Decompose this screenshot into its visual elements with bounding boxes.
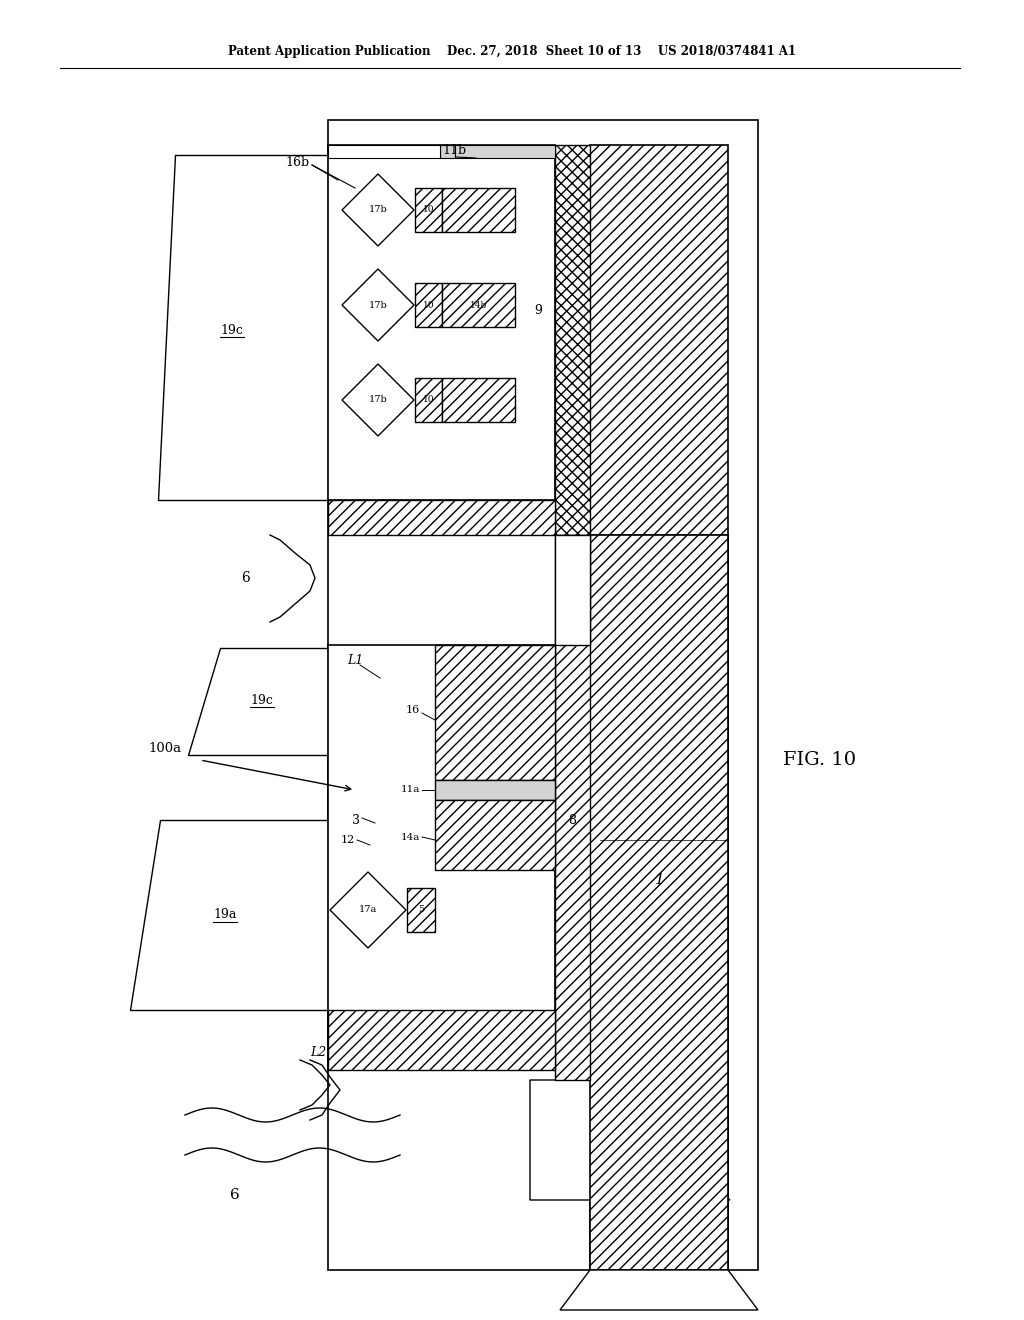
Text: 14b: 14b xyxy=(470,301,487,309)
Text: 16: 16 xyxy=(406,705,420,715)
Bar xyxy=(415,378,442,422)
Text: 17a: 17a xyxy=(358,906,377,915)
Text: 5: 5 xyxy=(418,906,424,915)
Text: 19c: 19c xyxy=(220,323,244,337)
Polygon shape xyxy=(555,535,590,645)
Bar xyxy=(415,282,442,327)
Polygon shape xyxy=(555,535,728,645)
Text: 1: 1 xyxy=(655,873,665,887)
Text: 10: 10 xyxy=(423,206,434,214)
Text: 16b: 16b xyxy=(286,156,310,169)
Polygon shape xyxy=(560,1270,758,1309)
Polygon shape xyxy=(130,820,328,1010)
Text: 8: 8 xyxy=(568,813,575,826)
Bar xyxy=(442,187,515,232)
Bar xyxy=(555,535,590,1080)
Bar xyxy=(435,780,555,800)
Text: 17b: 17b xyxy=(369,301,387,309)
Text: Patent Application Publication    Dec. 27, 2018  Sheet 10 of 13    US 2018/03748: Patent Application Publication Dec. 27, … xyxy=(228,45,796,58)
Text: 19c: 19c xyxy=(251,693,273,706)
Polygon shape xyxy=(330,873,406,948)
Polygon shape xyxy=(342,269,414,341)
Bar xyxy=(328,645,555,1071)
Bar xyxy=(590,535,728,1270)
Bar xyxy=(440,145,555,158)
Text: 6: 6 xyxy=(241,572,250,585)
Text: 11a: 11a xyxy=(400,785,420,795)
Bar xyxy=(442,282,515,327)
Text: 9: 9 xyxy=(535,304,542,317)
Polygon shape xyxy=(530,1080,730,1200)
Text: 14a: 14a xyxy=(400,833,420,842)
Bar xyxy=(328,145,440,158)
Bar xyxy=(407,888,435,932)
Text: 11b: 11b xyxy=(443,144,467,157)
Bar xyxy=(442,378,515,422)
Bar xyxy=(590,145,728,1270)
Text: 10: 10 xyxy=(423,396,434,404)
Polygon shape xyxy=(342,364,414,436)
Bar xyxy=(328,1010,555,1071)
Text: 100a: 100a xyxy=(148,742,181,755)
Text: 10: 10 xyxy=(423,301,434,309)
Bar xyxy=(555,145,590,535)
Text: 3: 3 xyxy=(352,813,360,826)
Bar xyxy=(328,500,555,535)
Polygon shape xyxy=(158,154,328,500)
Bar xyxy=(328,145,555,500)
Text: L2: L2 xyxy=(310,1045,326,1059)
Text: 12: 12 xyxy=(341,836,355,845)
Bar xyxy=(435,645,555,780)
Text: 19a: 19a xyxy=(213,908,237,921)
Text: 6: 6 xyxy=(230,1188,240,1203)
Text: 17b: 17b xyxy=(369,396,387,404)
Text: L1: L1 xyxy=(347,653,364,667)
Text: 17b: 17b xyxy=(369,206,387,214)
Bar xyxy=(435,800,555,870)
Polygon shape xyxy=(188,648,328,755)
Polygon shape xyxy=(342,174,414,246)
Bar xyxy=(328,120,758,1270)
Bar xyxy=(415,187,442,232)
Text: FIG. 10: FIG. 10 xyxy=(783,751,856,770)
